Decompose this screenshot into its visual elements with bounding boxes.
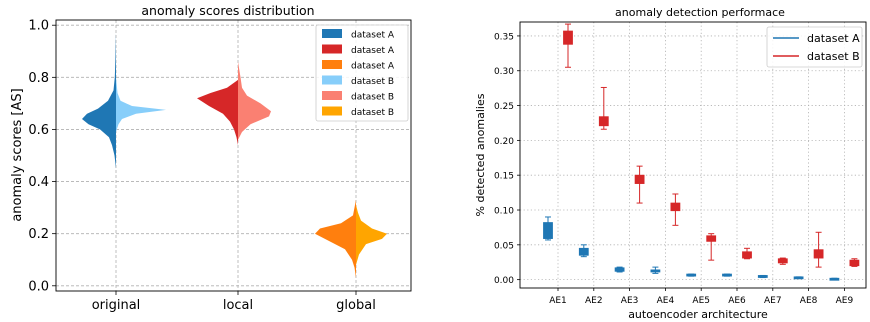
violin-plot-panel: anomaly scores distribution 0.0 0.2 0.4 0.6…	[10, 3, 412, 313]
violin-global-dataset-b	[356, 205, 387, 265]
left-legend: dataset A dataset A dataset A dataset B data…	[315, 24, 409, 122]
box-plot-panel: anomaly detection performace 0.00 0.05 0.1…	[474, 6, 867, 321]
right-y-tick-label: 0.10	[494, 207, 514, 217]
left-legend-label: dataset A	[351, 62, 395, 72]
left-x-tick-label: global	[336, 298, 376, 313]
right-y-ticks: 0.00 0.05 0.10 0.15 0.20 0.25 0.30 0.35	[494, 32, 520, 286]
left-y-tick-label: 1.0	[28, 19, 49, 34]
left-y-tick-label: 0.2	[28, 227, 49, 242]
violin-global-dataset-a	[315, 199, 356, 278]
box-dataset-B-AE1	[563, 30, 573, 45]
left-legend-label: dataset A	[351, 46, 395, 56]
left-x-tick-label: original	[92, 298, 141, 313]
box-dataset-A-AE3	[614, 267, 625, 272]
right-x-tick-label: AE1	[549, 296, 567, 306]
left-legend-label: dataset B	[351, 93, 394, 103]
right-legend-label: dataset A	[807, 32, 860, 45]
box-dataset-B-AE9	[849, 259, 860, 267]
right-legend-label: dataset B	[807, 50, 860, 63]
right-x-tick-label: AE2	[585, 296, 603, 306]
right-legend-box	[766, 26, 863, 68]
left-y-ticks: 0.0 0.2 0.4 0.6 0.8 1.0	[28, 19, 56, 294]
right-x-tick-label: AE6	[728, 296, 746, 306]
box-dataset-B-AE6	[742, 251, 752, 259]
box-dataset-A-AE7	[757, 275, 768, 278]
right-x-tick-label: AE4	[657, 296, 675, 306]
left-legend-label: dataset A	[351, 31, 395, 41]
box-dataset-B-AE4	[670, 202, 681, 212]
left-legend-label: dataset B	[351, 108, 394, 118]
box-dataset-B-AE2	[598, 116, 609, 127]
right-x-tick-label: AE9	[836, 296, 854, 306]
left-plot-frame	[55, 19, 412, 292]
right-y-axis-label: % detected anomalies	[474, 93, 487, 216]
right-legend: dataset A dataset B	[766, 26, 863, 68]
left-y-tick-label: 0.8	[28, 71, 49, 86]
left-legend-swatch	[322, 106, 342, 116]
right-plot-frame	[519, 21, 867, 289]
violin-local-dataset-b	[238, 61, 271, 140]
box-dataset-B-AE7	[777, 258, 788, 264]
right-x-tick-label: AE7	[764, 296, 782, 306]
violin-local-dataset-a	[197, 79, 238, 146]
left-legend-swatch	[322, 91, 342, 100]
box-dataset-A-AE9	[829, 277, 840, 281]
violin-original-dataset-a	[82, 33, 116, 169]
box-dataset-B-AE3	[634, 174, 645, 184]
left-y-tick-label: 0.0	[28, 279, 49, 294]
left-y-axis-label: anomaly scores [AS]	[10, 88, 25, 221]
left-legend-swatch	[322, 60, 342, 69]
left-y-tick-label: 0.6	[28, 123, 49, 138]
right-x-tick-label: AE3	[621, 296, 639, 306]
left-x-tick-label: local	[223, 298, 253, 313]
box-dataset-A-AE1	[543, 222, 553, 239]
right-y-tick-label: 0.25	[494, 102, 514, 112]
box-dataset-B-AE5	[706, 235, 717, 242]
right-y-tick-label: 0.05	[494, 241, 514, 251]
boxes	[543, 23, 860, 281]
left-legend-swatch	[322, 75, 342, 85]
box-dataset-A-AE4	[650, 269, 661, 273]
right-y-tick-label: 0.15	[494, 172, 514, 182]
left-x-ticks: original local global	[92, 291, 376, 313]
right-y-tick-label: 0.00	[494, 276, 514, 286]
violin-original-dataset-b	[116, 77, 166, 132]
right-y-tick-label: 0.35	[494, 32, 514, 42]
right-x-tick-label: AE8	[800, 296, 818, 306]
right-y-tick-label: 0.20	[494, 137, 514, 147]
right-x-ticks: AE1 AE2 AE3 AE4 AE5 AE6 AE7 AE8 AE9	[549, 288, 853, 306]
right-x-axis-label: autoencoder architecture	[628, 308, 768, 321]
right-x-tick-label: AE5	[692, 296, 710, 306]
box-dataset-A-AE2	[578, 247, 589, 256]
box-dataset-A-AE6	[722, 273, 732, 277]
left-y-tick-label: 0.4	[28, 175, 49, 190]
box-dataset-A-AE8	[793, 276, 804, 280]
box-dataset-A-AE5	[686, 273, 697, 277]
box-dataset-B-AE8	[813, 249, 824, 259]
left-chart-title: anomaly scores distribution	[141, 3, 314, 18]
right-chart-title: anomaly detection performace	[615, 6, 785, 19]
left-legend-label: dataset B	[351, 77, 394, 87]
violins	[82, 33, 387, 278]
left-legend-swatch	[322, 29, 342, 38]
right-y-tick-label: 0.30	[494, 67, 514, 77]
left-legend-swatch	[322, 44, 342, 54]
